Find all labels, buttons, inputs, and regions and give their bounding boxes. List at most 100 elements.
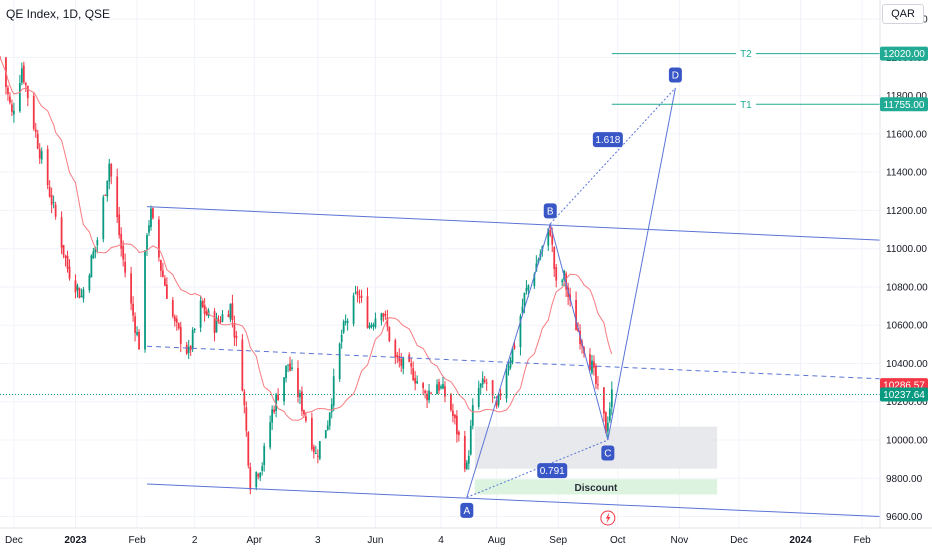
candle-body (314, 453, 317, 455)
candle-body (444, 386, 446, 397)
candle-body (521, 306, 524, 314)
candle-body (338, 343, 341, 380)
candle-body (382, 313, 385, 317)
candle-body (426, 394, 428, 401)
y-tick-label: 9800.00 (886, 474, 923, 485)
candle-body (34, 129, 37, 133)
leg-cd (607, 87, 676, 441)
y-tick-label: 11800.00 (886, 91, 927, 102)
candle-body (412, 368, 415, 380)
candle-body (535, 263, 538, 272)
demand-zone (474, 426, 718, 469)
point-label-b: B (547, 206, 554, 217)
candle-body (360, 295, 363, 298)
candle-body (269, 422, 272, 448)
candle-body (301, 391, 303, 412)
symbol-title[interactable]: QE Index, 1D, QSE (6, 7, 111, 21)
candle-body (485, 382, 488, 384)
prev-close-tag: 10286.57 (883, 381, 925, 392)
y-tick-label: 10000.00 (886, 436, 928, 447)
candle-body (130, 273, 132, 304)
y-tick-label: 10200.00 (886, 397, 928, 408)
candle-body (374, 318, 377, 328)
candle-body (400, 359, 403, 366)
candle-body (589, 354, 591, 371)
candle-body (366, 296, 369, 328)
candle-body (507, 366, 510, 371)
candle-body (312, 446, 315, 453)
candle-body (479, 383, 482, 388)
candle-body (60, 217, 63, 248)
candle-body (402, 357, 405, 369)
ratio-line-bd (549, 87, 676, 225)
candle-body (608, 408, 611, 421)
candle-body (469, 425, 472, 455)
target-price-tag-t2-bg (880, 46, 928, 61)
candle-body (201, 301, 204, 307)
candle-body (54, 204, 57, 217)
candle-body (310, 417, 313, 450)
candle-body (217, 319, 220, 322)
candle-body (82, 289, 85, 299)
candle-body (24, 83, 27, 86)
candle-body (597, 384, 599, 386)
candle-body (384, 314, 387, 316)
candle-body (227, 314, 230, 318)
candle-body (499, 393, 502, 396)
candle-body (372, 324, 375, 327)
candle-body (549, 230, 552, 236)
candle-body (289, 363, 291, 371)
candle-body (36, 133, 39, 149)
candle-body (245, 407, 248, 431)
candle-body (495, 400, 498, 407)
candle-body (163, 278, 166, 286)
candle-body (231, 303, 234, 321)
candle-body (328, 412, 331, 426)
candle-body (64, 255, 67, 258)
currency-label[interactable]: QAR (882, 4, 924, 24)
candle-body (136, 332, 138, 335)
candle-body (465, 462, 468, 469)
candle-body (430, 392, 432, 394)
candles-group (0, 56, 613, 495)
candle-body (229, 304, 232, 320)
leg-ab (466, 223, 551, 498)
x-tick-label: Nov (670, 535, 688, 546)
candle-body (13, 110, 15, 115)
candle-body (221, 314, 224, 322)
point-label-a: A (463, 506, 470, 517)
discount-label: Discount (575, 483, 618, 494)
candle-body (32, 96, 35, 129)
candle-body (68, 266, 71, 279)
channel-mid-line (146, 345, 881, 380)
candle-body (40, 151, 43, 160)
candle-body (452, 410, 454, 416)
candle-body (610, 389, 613, 408)
x-tick-label: Dec (5, 535, 23, 546)
candle-body (454, 414, 456, 419)
candle-body (134, 316, 136, 333)
candle-body (370, 324, 373, 328)
candle-body (118, 214, 121, 236)
candle-body (386, 317, 389, 327)
candle-body (332, 376, 335, 406)
candle-body (316, 455, 319, 457)
candle-body (491, 380, 494, 396)
point-label-d: D (672, 71, 679, 82)
candle-body (62, 245, 65, 256)
candle-body (527, 285, 530, 290)
candle-body (261, 466, 264, 471)
candle-body (189, 346, 192, 350)
candle-body (110, 164, 113, 177)
candle-body (104, 194, 107, 196)
ratio-label: 1.618 (595, 135, 620, 146)
candle-body (591, 360, 593, 373)
candle-body (187, 346, 190, 353)
candle-body (497, 393, 500, 405)
candle-body (271, 409, 274, 423)
candle-body (593, 361, 595, 368)
x-tick-label: Jun (367, 535, 383, 546)
last-price-tag-bg (880, 387, 928, 402)
